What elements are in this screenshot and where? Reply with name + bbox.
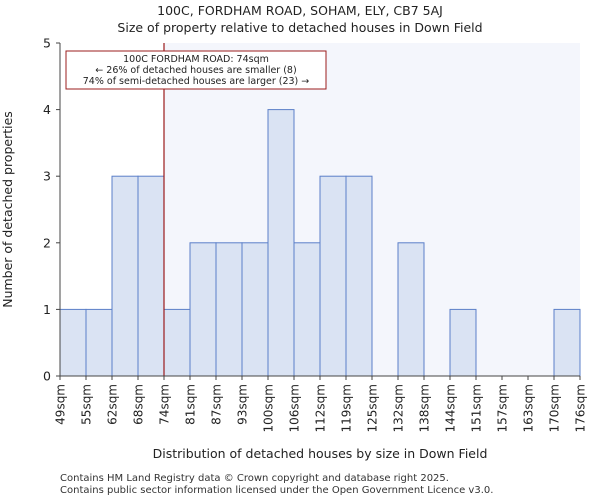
x-tick-label: 93sqm xyxy=(236,384,250,425)
x-tick-label: 74sqm xyxy=(158,384,172,425)
y-axis-label: Number of detached properties xyxy=(0,111,15,308)
bar-68sqm xyxy=(137,175,165,377)
bar-chart: 0 1 2 3 4 5 49sqm 55sqm 62sqm 68sqm 74sqm 81sqm 87sq… xyxy=(0,36,588,462)
x-tick-label: 119sqm xyxy=(340,384,354,432)
bar-119sqm xyxy=(345,175,373,377)
chart-title: 100C, FORDHAM ROAD, SOHAM, ELY, CB7 5AJ xyxy=(157,3,443,18)
annotation-line-3: 74% of semi-detached houses are larger (… xyxy=(83,76,310,87)
y-tick-label: 2 xyxy=(43,235,51,250)
bar-93sqm xyxy=(241,242,269,377)
x-tick-label: 112sqm xyxy=(314,384,328,432)
bar-55sqm xyxy=(85,308,113,377)
bar-87sqm xyxy=(215,242,243,377)
x-tick-label: 55sqm xyxy=(80,384,94,425)
x-tick-label: 163sqm xyxy=(522,384,536,432)
footer-line-1: Contains HM Land Registry data © Crown c… xyxy=(60,473,449,484)
y-tick-label: 3 xyxy=(43,169,51,184)
y-tick-label: 5 xyxy=(43,36,51,51)
bar-106sqm xyxy=(293,242,321,377)
x-tick-label: 106sqm xyxy=(288,384,302,432)
footer-line-2: Contains public sector information licen… xyxy=(60,485,494,496)
x-tick-label: 170sqm xyxy=(548,384,562,432)
x-tick-label: 176sqm xyxy=(574,384,588,432)
x-tick-label: 151sqm xyxy=(470,384,484,432)
x-tick-label: 138sqm xyxy=(418,384,432,432)
bar-112sqm xyxy=(319,175,347,377)
annotation-line-2: ← 26% of detached houses are smaller (8) xyxy=(95,65,296,76)
x-tick-label: 125sqm xyxy=(366,384,380,432)
bar-74sqm xyxy=(163,308,191,377)
bar-81sqm xyxy=(189,242,217,377)
annotation-box: 100C FORDHAM ROAD: 74sqm ← 26% of detach… xyxy=(65,50,327,90)
x-tick-label: 132sqm xyxy=(392,384,406,432)
x-tick-label: 81sqm xyxy=(184,384,198,425)
bar-132sqm xyxy=(397,242,425,377)
bar-49sqm xyxy=(59,308,87,377)
x-tick-label: 49sqm xyxy=(54,384,68,425)
x-tick-label: 100sqm xyxy=(262,384,276,432)
x-tick-label: 68sqm xyxy=(132,384,146,425)
x-tick-label: 87sqm xyxy=(210,384,224,425)
bar-170sqm xyxy=(553,308,581,377)
bar-100sqm xyxy=(267,109,295,377)
x-axis-label: Distribution of detached houses by size … xyxy=(153,446,488,461)
x-tick-label: 157sqm xyxy=(496,384,510,432)
bar-62sqm xyxy=(111,175,139,377)
y-tick-label: 4 xyxy=(43,102,51,117)
y-tick-label: 1 xyxy=(43,302,51,317)
x-tick-label: 62sqm xyxy=(106,384,120,425)
chart-subtitle: Size of property relative to detached ho… xyxy=(117,20,483,35)
x-tick-label: 144sqm xyxy=(444,384,458,432)
annotation-line-1: 100C FORDHAM ROAD: 74sqm xyxy=(123,54,269,65)
bar-144sqm xyxy=(449,308,477,377)
y-tick-label: 0 xyxy=(43,369,51,384)
